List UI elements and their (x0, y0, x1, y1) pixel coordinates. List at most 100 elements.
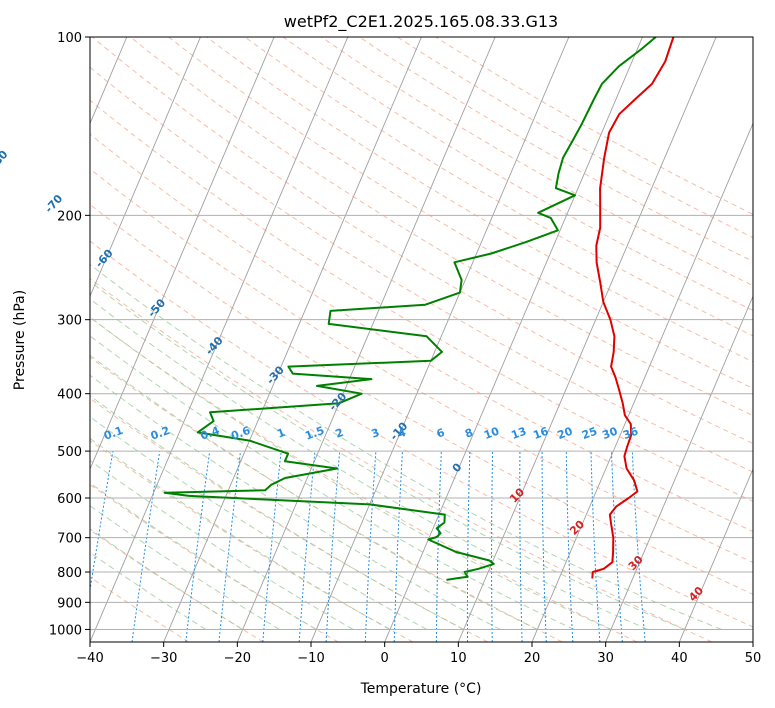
x-tick-label: −40 (76, 651, 103, 666)
isotherm (384, 37, 643, 642)
y-tick-label: 100 (57, 31, 82, 46)
moist-adiabat (90, 482, 317, 630)
isotherm (90, 37, 201, 298)
mixing-ratio-label: 0.1 (102, 424, 125, 443)
mixing-ratio-label: 1.5 (303, 424, 326, 443)
dry-adiabat-label: 40 (686, 584, 706, 604)
mixing-ratio-label: 10 (482, 424, 501, 442)
mixing-ratio-line (298, 451, 316, 642)
dry-adiabat (168, 37, 753, 389)
mixing-ratio-line (90, 451, 114, 594)
mixing-ratio-label: 0.6 (229, 424, 252, 443)
isotherm (310, 37, 570, 642)
mixing-ratio-line (435, 451, 442, 642)
dry-adiabat (90, 240, 753, 628)
mixing-ratio-line (131, 451, 161, 642)
temperature-line (591, 37, 675, 579)
mixing-ratio-line (519, 451, 523, 642)
mixing-ratio-line (218, 451, 241, 642)
mixing-ratio-label: 0.4 (199, 424, 222, 443)
dry-adiabat-label: 10 (507, 485, 527, 505)
y-tick-label: 600 (57, 492, 82, 507)
isotherm (605, 295, 753, 642)
dry-adiabat (282, 37, 753, 312)
dry-adiabat (244, 37, 753, 337)
moist-adiabat (90, 437, 391, 630)
moist-adiabat (90, 505, 280, 630)
dry-adiabat (90, 316, 638, 642)
mixing-ratio-label: 25 (580, 425, 599, 442)
x-axis-label: Temperature (°C) (360, 681, 482, 697)
isotherm-label: -40 (203, 334, 226, 358)
isotherm-label: -50 (145, 296, 168, 320)
isotherm (457, 37, 717, 642)
mixing-ratio-label: 0.2 (149, 424, 172, 443)
mixing-ratio-label: 2 (334, 426, 346, 441)
moist-adiabat (90, 552, 207, 630)
mixing-ratio-line (364, 451, 377, 642)
isotherm (678, 467, 753, 642)
x-tick-label: −30 (150, 651, 177, 666)
isotherm-label: 0 (450, 460, 465, 475)
moist-adiabat (90, 263, 722, 630)
y-tick-label: 700 (57, 532, 82, 547)
moist-adiabat (90, 298, 648, 630)
dewpoint-line (163, 37, 657, 581)
plot-frame (89, 36, 754, 643)
x-tick-label: 30 (597, 651, 614, 666)
mixing-ratio-label: 36 (621, 424, 640, 442)
y-tick-label: 500 (57, 445, 82, 460)
mixing-ratio-line (590, 451, 601, 642)
isotherm (90, 37, 275, 471)
dry-adiabat (90, 397, 488, 642)
x-tick-label: 10 (450, 651, 467, 666)
x-axis: −40 −30 −20 −10 0 10 20 30 40 50 (76, 642, 761, 666)
mixing-ratio-label: 6 (435, 426, 447, 441)
chart-title: wetPf2_C2E1.2025.165.08.33.G13 (284, 12, 558, 32)
y-tick-label: 900 (57, 596, 82, 611)
y-tick-label: 1000 (49, 623, 82, 638)
dry-adiabat (91, 37, 753, 444)
mixing-ratio-label: 4 (396, 426, 408, 441)
dry-adiabat (90, 133, 753, 533)
x-tick-label: 50 (745, 651, 762, 666)
isotherm (163, 37, 422, 642)
y-tick-label: 300 (57, 314, 82, 329)
mixing-ratio-label: 30 (601, 424, 620, 442)
isotherm (531, 122, 753, 642)
dry-adiabat (130, 37, 753, 417)
moist-adiabat (90, 395, 464, 630)
dry-adiabat (320, 37, 753, 287)
mixing-ratio-line (490, 451, 494, 642)
x-tick-label: −10 (297, 651, 324, 666)
y-tick-label: 400 (57, 388, 82, 403)
mixing-ratio-label: 1 (275, 426, 287, 441)
isotherm (236, 37, 496, 642)
isotherm (90, 37, 349, 642)
dry-adiabat-label: 30 (626, 553, 646, 573)
mixing-ratio-label: 16 (531, 424, 550, 442)
y-axis: 100 200 300 400 500 600 700 800 900 1000 (49, 31, 90, 638)
x-tick-label: −20 (224, 651, 251, 666)
moist-adiabat (90, 416, 428, 630)
mixing-ratio-line (565, 451, 574, 642)
y-tick-label: 200 (57, 209, 82, 224)
x-tick-label: 40 (671, 651, 688, 666)
moist-adiabat (90, 335, 575, 630)
dry-adiabat (90, 66, 753, 473)
mixing-ratio-label: 3 (370, 426, 382, 441)
mixing-ratio-label: 13 (509, 425, 528, 442)
mixing-ratio-line (185, 451, 211, 642)
moist-adiabat (90, 354, 538, 630)
plot-area (90, 37, 753, 642)
x-tick-label: 0 (381, 651, 389, 666)
dry-adiabat (206, 37, 753, 363)
mixing-ratio-label: 20 (556, 424, 575, 442)
isotherm-label: -80 (0, 148, 11, 172)
dry-adiabat (90, 356, 563, 642)
dry-adiabat (90, 278, 712, 642)
moist-adiabat (90, 459, 354, 630)
moist-adiabat (90, 280, 685, 630)
y-axis-label: Pressure (hPa) (12, 290, 28, 390)
